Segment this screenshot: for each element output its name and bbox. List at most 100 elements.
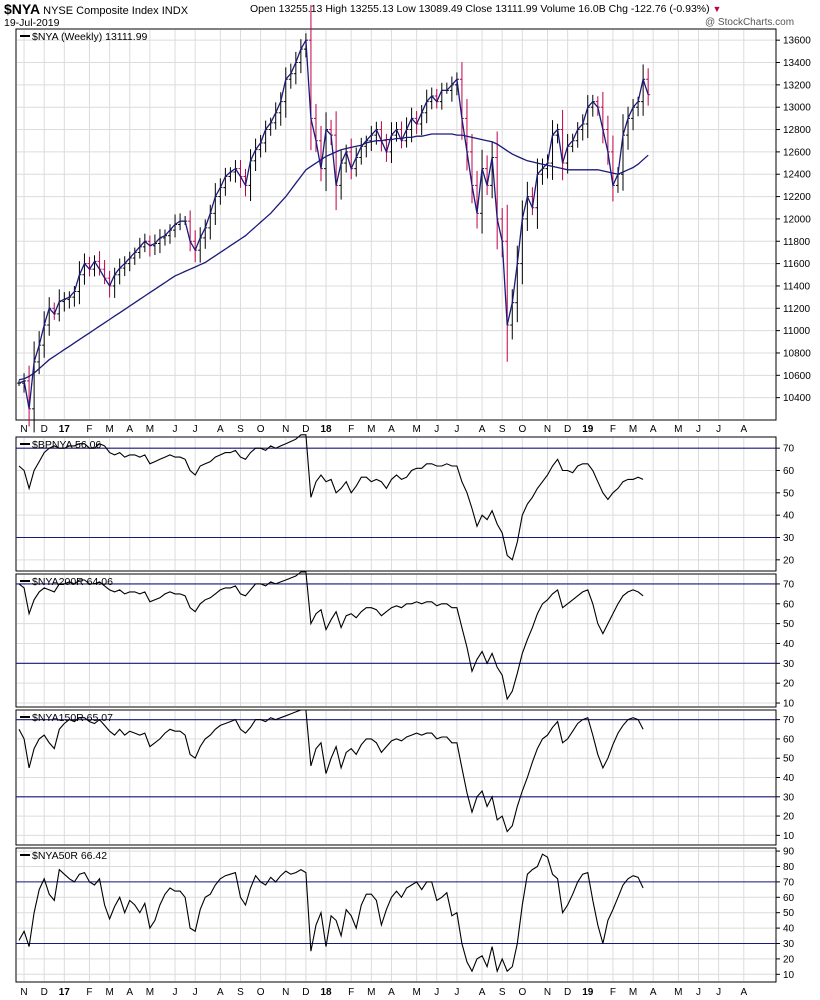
- index-name-label: NYSE Composite Index: [43, 5, 159, 17]
- x-axis-label: D: [564, 424, 571, 435]
- ohlc-readout: Open 13255.13 High 13255.13 Low 13089.49…: [250, 3, 721, 15]
- x-axis-label: M: [412, 987, 420, 998]
- x-axis-label: N: [544, 987, 551, 998]
- y-tick-label: 90: [783, 847, 795, 858]
- y-tick-label: 10600: [783, 371, 811, 382]
- y-tick-label: 70: [783, 877, 795, 888]
- x-axis-label: J: [193, 987, 198, 998]
- x-axis-label: A: [217, 987, 224, 998]
- panel-title: $NYA200R 64.06: [32, 576, 113, 588]
- indicator-line: [18, 434, 644, 561]
- x-axis-label: A: [126, 424, 133, 435]
- y-tick-label: 60: [783, 599, 795, 610]
- panel-frame: [15, 436, 777, 572]
- x-axis-label: J: [173, 987, 178, 998]
- x-axis-label: A: [479, 424, 486, 435]
- x-axis-label: O: [518, 424, 526, 435]
- y-tick-label: 11200: [783, 304, 811, 315]
- x-axis-label: 17: [59, 424, 71, 435]
- x-axis-label: 18: [320, 987, 332, 998]
- x-axis-label: J: [696, 987, 701, 998]
- y-tick-label: 20: [783, 679, 795, 690]
- y-tick-label: 70: [783, 715, 795, 726]
- y-tick-label: 50: [783, 488, 795, 499]
- y-tick-label: 40: [783, 511, 795, 522]
- x-axis-label: O: [257, 987, 265, 998]
- y-tick-label: 12600: [783, 147, 811, 158]
- y-tick-label: 11000: [783, 326, 811, 337]
- y-tick-label: 11400: [783, 281, 811, 292]
- y-tick-label: 60: [783, 466, 795, 477]
- x-axis-label: J: [696, 424, 701, 435]
- y-tick-label: 30: [783, 792, 795, 803]
- x-axis-label: M: [412, 424, 420, 435]
- x-axis-label: N: [282, 987, 289, 998]
- y-tick-label: 10800: [783, 348, 811, 359]
- y-tick-label: 11800: [783, 237, 811, 248]
- indicator-line: [18, 571, 644, 701]
- x-axis-label: A: [388, 424, 395, 435]
- panel-3: [15, 709, 780, 846]
- watermark: @ StockCharts.com: [705, 17, 795, 28]
- x-axis-label: A: [650, 424, 657, 435]
- x-axis-label: N: [282, 424, 289, 435]
- y-tick-label: 40: [783, 924, 795, 935]
- y-tick-label: 13400: [783, 58, 811, 69]
- y-tick-label: 12200: [783, 192, 811, 203]
- y-tick-label: 12400: [783, 170, 811, 181]
- y-tick-label: 50: [783, 619, 795, 630]
- panel-frame: [15, 847, 777, 983]
- x-axis-label: M: [629, 424, 637, 435]
- x-axis-label: J: [434, 424, 439, 435]
- x-axis-label: J: [193, 424, 198, 435]
- x-axis-label: A: [479, 987, 486, 998]
- y-tick-label: 30: [783, 939, 795, 950]
- x-axis-label: J: [716, 424, 721, 435]
- panel-frame: [15, 573, 777, 708]
- x-axis-label: M: [105, 987, 113, 998]
- x-axis-label: A: [388, 987, 395, 998]
- x-axis-label: O: [257, 424, 265, 435]
- x-axis-label: M: [146, 424, 154, 435]
- x-axis-label: A: [650, 987, 657, 998]
- y-tick-label: 70: [783, 444, 795, 455]
- price-close-line: [18, 37, 649, 409]
- x-axis-label: N: [20, 987, 27, 998]
- y-tick-label: 13200: [783, 80, 811, 91]
- y-tick-label: 80: [783, 862, 795, 873]
- chart-date: 19-Jul-2019: [4, 17, 60, 29]
- y-tick-label: 20: [783, 954, 795, 965]
- x-axis-label: J: [454, 987, 459, 998]
- y-tick-label: 12800: [783, 125, 811, 136]
- symbol-label: $NYA: [4, 1, 41, 17]
- x-axis-label: F: [610, 424, 616, 435]
- x-axis-label: M: [146, 987, 154, 998]
- x-axis-label: D: [302, 987, 309, 998]
- x-axis-label: O: [518, 987, 526, 998]
- y-tick-label: 13000: [783, 103, 811, 114]
- x-axis-label: S: [499, 424, 506, 435]
- x-axis-label: F: [348, 987, 354, 998]
- panel-title: $BPNYA 56.06: [32, 439, 101, 451]
- y-tick-label: 30: [783, 533, 795, 544]
- x-axis-label: A: [217, 424, 224, 435]
- panel-0: [15, 4, 780, 433]
- x-axis-label: A: [740, 424, 747, 435]
- x-axis-label: S: [499, 987, 506, 998]
- panel-1: [15, 434, 780, 572]
- x-axis-label: 18: [320, 424, 332, 435]
- x-axis-label: D: [302, 424, 309, 435]
- x-axis-label: J: [434, 987, 439, 998]
- y-tick-label: 10: [783, 699, 795, 710]
- panel-frame: [15, 28, 777, 421]
- y-tick-label: 50: [783, 754, 795, 765]
- y-tick-label: 13600: [783, 36, 811, 47]
- y-tick-label: 30: [783, 659, 795, 670]
- change-down-arrow-icon: ▼: [712, 4, 722, 14]
- x-axis-label: A: [740, 987, 747, 998]
- x-axis-label: J: [716, 987, 721, 998]
- y-tick-label: 40: [783, 639, 795, 650]
- x-axis-label: M: [367, 987, 375, 998]
